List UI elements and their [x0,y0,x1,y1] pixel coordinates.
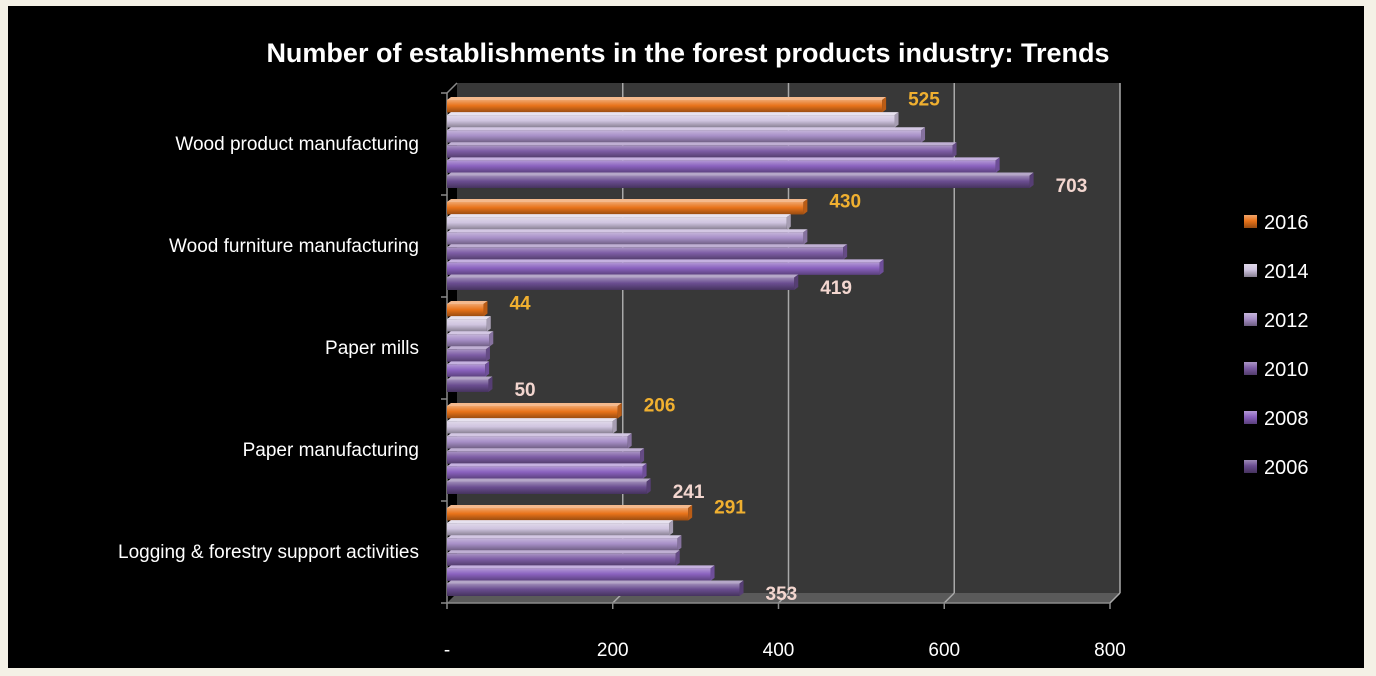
bar [447,127,926,143]
bar [447,565,715,581]
legend-swatch [1244,313,1257,326]
legend-swatch [1244,362,1257,375]
gridline [777,592,790,604]
legend-swatch [1244,460,1257,473]
bar [447,259,884,275]
bar [447,157,1000,173]
data-label: 50 [514,380,535,401]
bar [447,403,622,419]
bar [447,376,493,392]
legend-swatch [1244,215,1257,228]
category-label: Wood furniture manufacturing [169,236,419,257]
x-tick-label: 200 [597,640,629,661]
data-label: 241 [673,482,705,503]
bar [447,580,744,596]
x-tick-label: 600 [928,640,960,661]
legend-swatch [1244,411,1257,424]
bar [447,301,488,317]
data-label: 703 [1056,176,1088,197]
legend-swatch [1244,264,1257,277]
gridline [1109,592,1121,604]
data-label: 44 [509,293,531,314]
bar [447,361,490,377]
bar [447,478,651,494]
bar [447,448,645,464]
data-label: 353 [766,584,798,605]
bar [447,535,682,551]
bar [447,97,887,113]
x-tick-label: 400 [763,640,795,661]
bar [447,346,490,362]
bar [447,244,848,260]
bar [447,112,899,128]
data-label: 291 [714,497,746,518]
legend-label: 2008 [1264,408,1309,430]
bar [447,142,957,158]
data-label: 206 [644,395,676,416]
bar [447,214,791,230]
data-label: 419 [820,278,852,299]
bar [447,505,693,521]
bar [447,463,647,479]
legend-label: 2010 [1264,359,1309,381]
axis-edge [446,82,458,94]
bar [447,433,632,449]
data-label: 525 [908,89,940,110]
bar [447,550,680,566]
bar [447,274,799,290]
bar [447,418,617,434]
legend-label: 2014 [1264,261,1309,283]
bar [447,199,808,215]
data-label: 430 [829,191,861,212]
bar [447,520,674,536]
chart-title: Number of establishments in the forest p… [266,38,1110,68]
bar [447,331,494,347]
bar [447,229,808,245]
category-label: Paper manufacturing [243,440,419,461]
category-label: Wood product manufacturing [175,134,419,155]
x-tick-label: 800 [1094,640,1126,661]
gridline [943,592,955,604]
bar [447,172,1034,188]
x-tick-label: - [444,640,450,661]
category-label: Paper mills [325,338,419,359]
legend-label: 2012 [1264,310,1309,332]
legend-label: 2016 [1264,212,1309,234]
category-label: Logging & forestry support activities [118,542,419,563]
legend-label: 2006 [1264,457,1309,479]
bar [447,316,491,332]
